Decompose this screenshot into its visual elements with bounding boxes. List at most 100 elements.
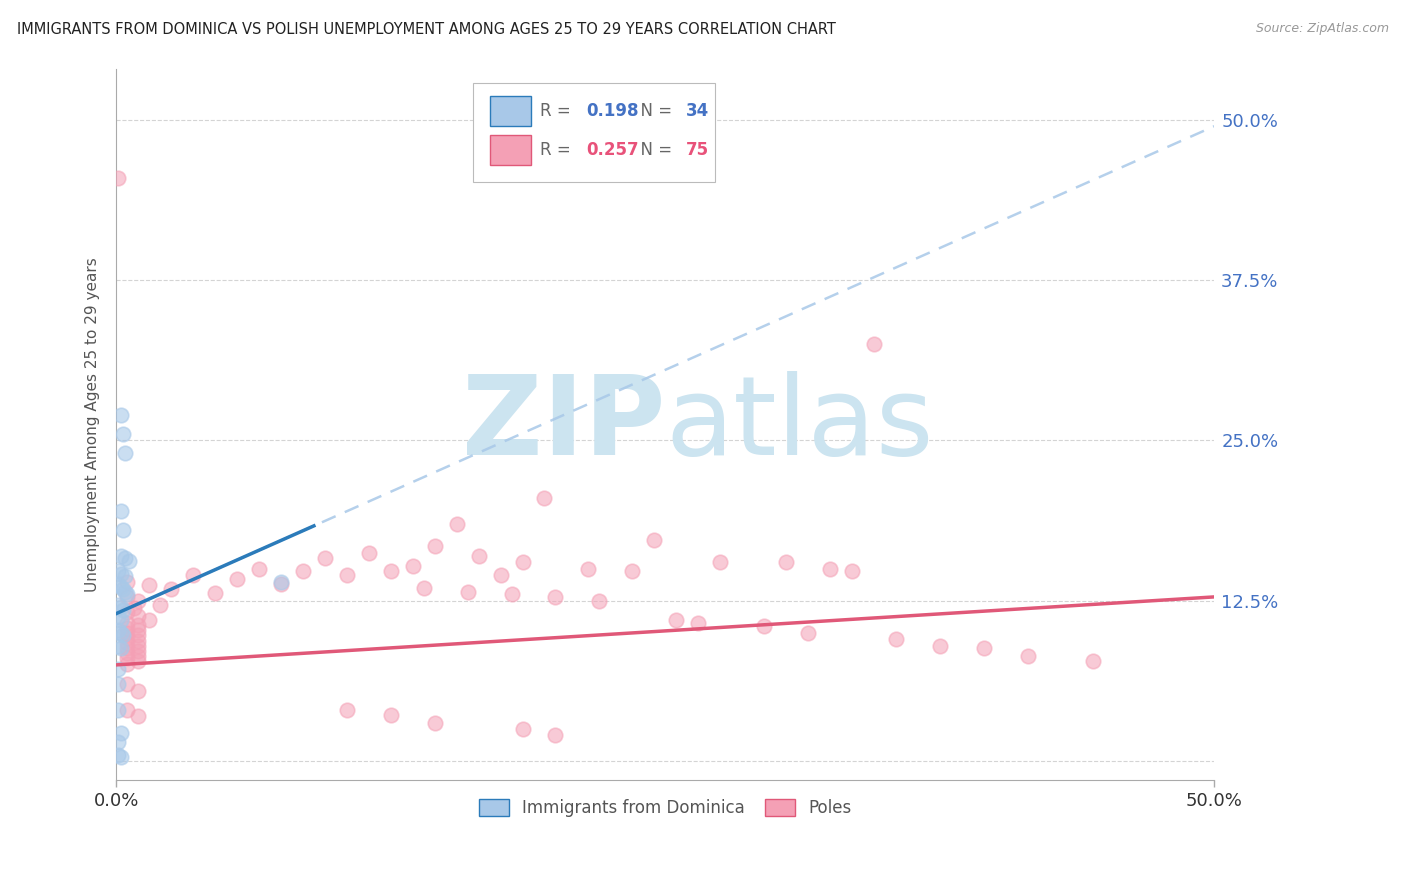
Point: [117, 641, 139, 656]
Point: [643, 533, 665, 548]
Point: [110, 600, 132, 615]
Text: Source: ZipAtlas.com: Source: ZipAtlas.com: [1256, 22, 1389, 36]
Point: [127, 709, 149, 723]
Point: [107, 577, 129, 591]
Point: [467, 549, 489, 563]
Point: [336, 568, 359, 582]
Point: [107, 610, 129, 624]
Text: R =: R =: [540, 103, 576, 120]
Point: [127, 683, 149, 698]
Point: [107, 639, 129, 653]
Point: [138, 578, 160, 592]
Point: [928, 639, 950, 653]
Point: [752, 619, 775, 633]
Point: [122, 601, 145, 615]
Point: [107, 677, 129, 691]
Point: [127, 654, 149, 668]
Point: [489, 568, 512, 582]
Point: [117, 651, 139, 665]
Text: IMMIGRANTS FROM DOMINICA VS POLISH UNEMPLOYMENT AMONG AGES 25 TO 29 YEARS CORREL: IMMIGRANTS FROM DOMINICA VS POLISH UNEMP…: [17, 22, 835, 37]
Point: [107, 598, 129, 612]
Point: [149, 598, 172, 612]
Point: [446, 516, 468, 531]
Point: [107, 564, 129, 578]
Point: [160, 582, 183, 597]
Point: [110, 625, 132, 640]
Point: [117, 621, 139, 635]
Point: [863, 337, 886, 351]
Point: [117, 625, 139, 640]
Text: 0.257: 0.257: [586, 141, 638, 160]
Point: [380, 564, 402, 578]
Bar: [489, 136, 531, 165]
Point: [127, 624, 149, 638]
Point: [110, 504, 132, 518]
Point: [270, 574, 292, 589]
Point: [117, 657, 139, 671]
Point: [117, 646, 139, 660]
Point: [709, 555, 731, 569]
Point: [111, 523, 134, 537]
Point: [117, 703, 139, 717]
Point: [665, 613, 688, 627]
Point: [138, 613, 160, 627]
Point: [127, 644, 149, 658]
Point: [775, 555, 797, 569]
Point: [127, 639, 149, 653]
Point: [818, 562, 841, 576]
Point: [247, 562, 270, 576]
Point: [117, 636, 139, 650]
Point: [588, 593, 610, 607]
Text: ZIP: ZIP: [461, 371, 665, 478]
Point: [181, 568, 204, 582]
Point: [544, 590, 567, 604]
Point: [111, 582, 134, 597]
Point: [688, 615, 710, 630]
Point: [127, 633, 149, 648]
Point: [118, 554, 141, 568]
Point: [114, 569, 136, 583]
Text: R =: R =: [540, 141, 576, 160]
Point: [533, 491, 555, 505]
Point: [270, 577, 292, 591]
Point: [107, 735, 129, 749]
Point: [110, 549, 132, 563]
Point: [127, 648, 149, 663]
Point: [884, 632, 907, 647]
Point: [110, 408, 132, 422]
Point: [512, 555, 534, 569]
FancyBboxPatch shape: [472, 83, 714, 182]
Point: [380, 707, 402, 722]
Point: [114, 584, 136, 599]
Point: [107, 747, 129, 762]
Point: [127, 618, 149, 632]
Point: [423, 539, 446, 553]
Point: [127, 593, 149, 607]
Point: [402, 559, 425, 574]
Legend: Immigrants from Dominica, Poles: Immigrants from Dominica, Poles: [471, 790, 860, 825]
Point: [107, 624, 129, 638]
Point: [576, 562, 599, 576]
Point: [314, 551, 336, 566]
Point: [117, 605, 139, 619]
Point: [107, 170, 129, 185]
Point: [117, 615, 139, 630]
Point: [973, 641, 995, 656]
Point: [107, 662, 129, 676]
Point: [114, 551, 136, 566]
Point: [1017, 648, 1039, 663]
Point: [117, 587, 139, 601]
Point: [412, 581, 434, 595]
Point: [110, 613, 132, 627]
Point: [110, 641, 132, 656]
Point: [512, 722, 534, 736]
Point: [111, 603, 134, 617]
Point: [117, 677, 139, 691]
Point: [501, 587, 523, 601]
Text: atlas: atlas: [665, 371, 934, 478]
Point: [117, 590, 139, 604]
Point: [204, 586, 226, 600]
Point: [117, 574, 139, 589]
Point: [110, 726, 132, 740]
Point: [127, 609, 149, 624]
